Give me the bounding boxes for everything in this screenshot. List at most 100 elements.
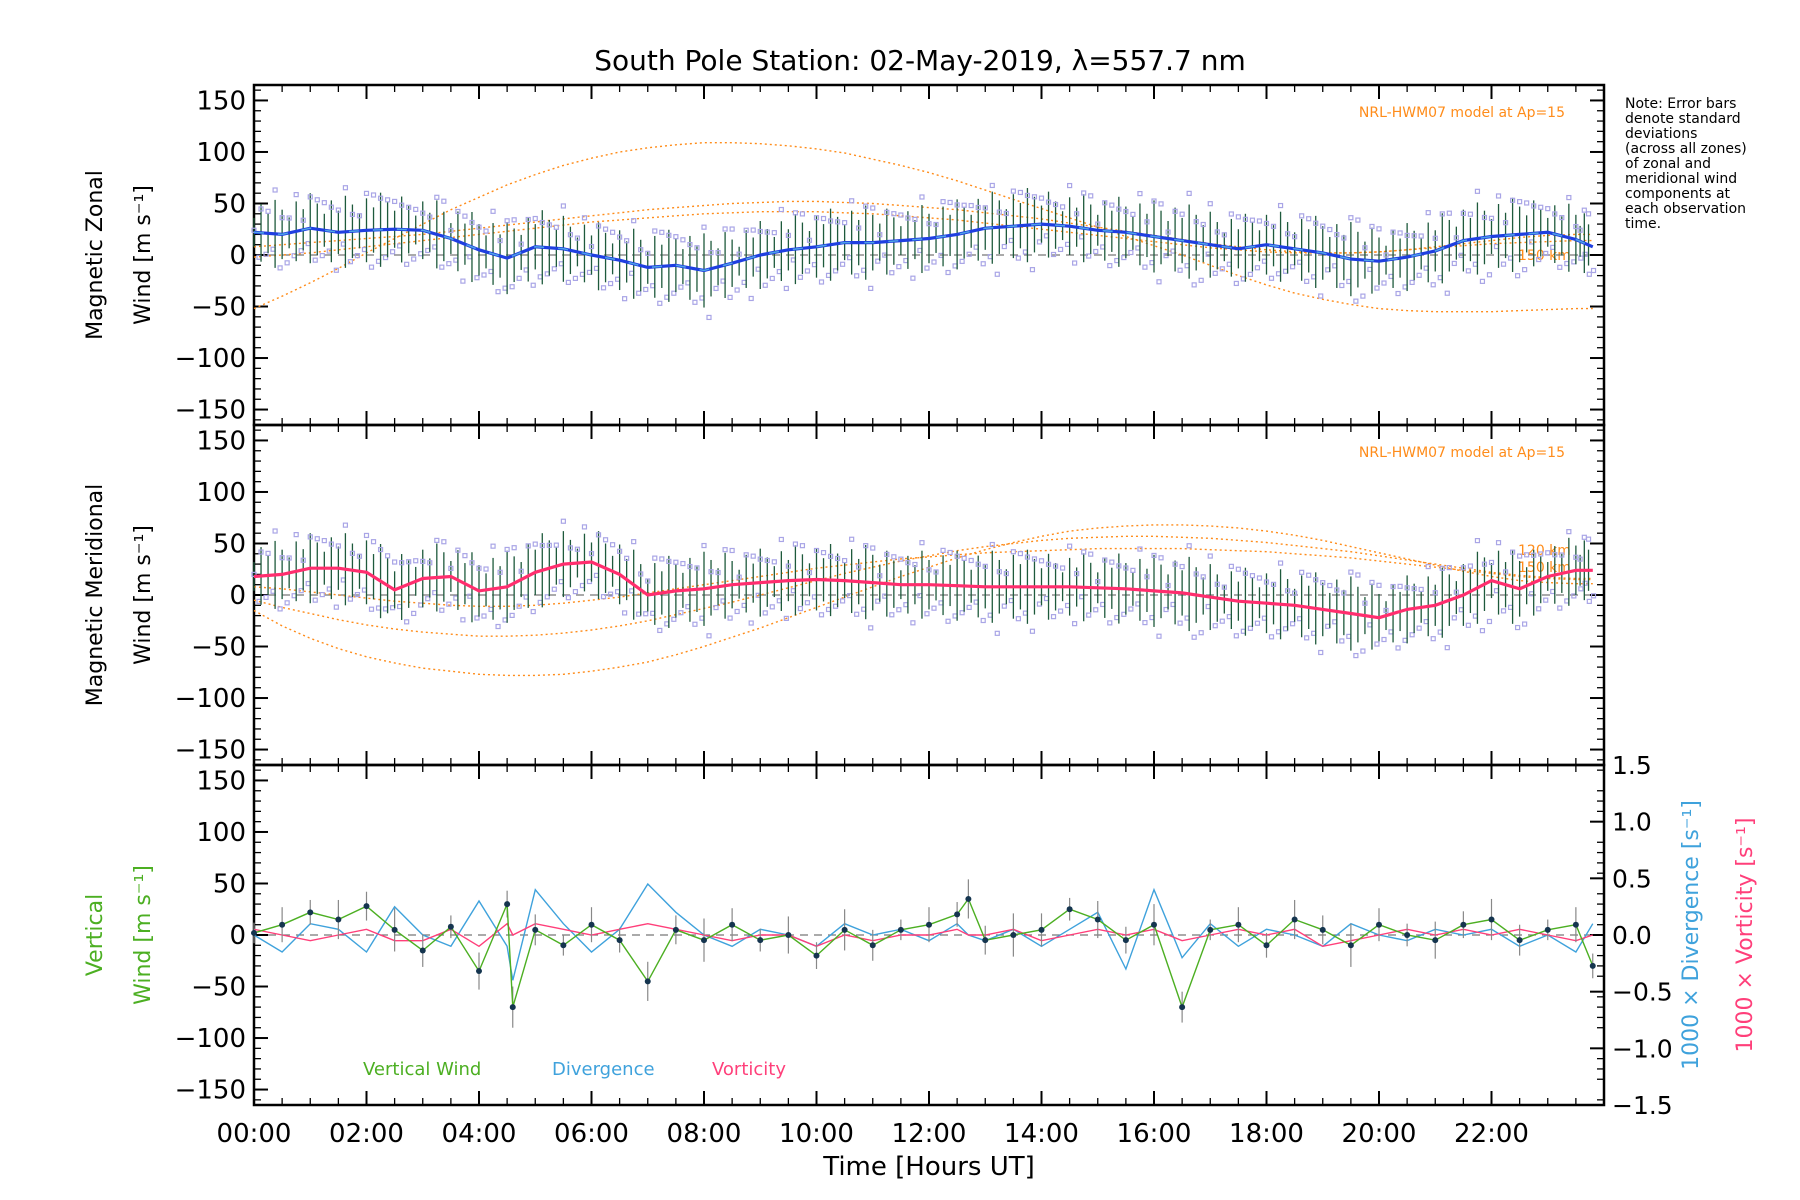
scatter-point — [1538, 551, 1544, 557]
y-tick-label: 150 — [196, 86, 246, 116]
scatter-point — [1277, 560, 1284, 566]
scatter-point — [497, 237, 503, 244]
scatter-point — [455, 208, 461, 215]
y-tick-label: −100 — [175, 684, 246, 714]
scatter-point — [631, 539, 637, 545]
scatter-point — [933, 221, 939, 228]
scatter-point — [469, 560, 475, 566]
scatter-point — [1369, 579, 1375, 586]
scatter-point — [947, 549, 953, 556]
scatter-point — [797, 605, 804, 612]
scatter-point — [1193, 219, 1199, 225]
scatter-point — [1123, 208, 1129, 215]
scatter-point — [1360, 293, 1366, 299]
scatter-point — [778, 206, 784, 213]
scatter-point — [849, 536, 855, 542]
y-tick-label: −50 — [191, 293, 246, 323]
scatter-point — [1172, 208, 1178, 214]
scatter-point — [1474, 188, 1481, 194]
x-tick-label: 20:00 — [1342, 1119, 1417, 1149]
scatter-point — [877, 573, 883, 579]
scatter-point — [1128, 249, 1134, 256]
scatter-point — [1095, 579, 1101, 585]
scatter-point — [1010, 188, 1016, 194]
scatter-point — [1416, 272, 1422, 278]
scatter-point — [1242, 216, 1249, 222]
scatter-point — [602, 226, 609, 232]
scatter-point — [1052, 201, 1059, 208]
scatter-point — [1495, 540, 1502, 546]
scatter-point — [1156, 633, 1162, 639]
scatter-point — [769, 275, 775, 282]
scatter-point — [884, 209, 890, 215]
scatter-point — [713, 604, 719, 611]
scatter-point — [778, 536, 784, 543]
scatter-point — [539, 219, 545, 226]
scatter-point — [1107, 620, 1113, 626]
plot-layer: 150100500−50−100−150150100500−50−100−150… — [175, 85, 1673, 1149]
scatter-point — [820, 550, 827, 556]
scatter-point — [1381, 280, 1387, 286]
scatter-point — [624, 555, 630, 561]
scatter-point — [1451, 260, 1457, 267]
scatter-point — [1001, 603, 1007, 609]
scatter-point — [1247, 625, 1254, 631]
scatter-point — [706, 633, 712, 639]
scatter-point — [420, 558, 426, 565]
scatter-point — [413, 206, 419, 213]
scatter-point — [1360, 648, 1366, 654]
scatter-point — [659, 556, 665, 562]
vertical-wind-point — [869, 942, 876, 949]
scatter-point — [1381, 636, 1387, 643]
scatter-point — [1256, 575, 1263, 581]
scatter-point — [1531, 203, 1537, 209]
scatter-point — [624, 238, 630, 244]
scatter-point — [404, 619, 410, 625]
scatter-point — [994, 630, 1000, 636]
scatter-point — [671, 616, 677, 622]
vertical-wind-point — [1544, 926, 1551, 933]
scatter-point — [1137, 190, 1143, 197]
scatter-point — [354, 253, 361, 259]
x-tick-label: 22:00 — [1454, 1119, 1529, 1149]
scatter-point — [750, 553, 756, 559]
scatter-point — [1221, 232, 1227, 238]
scatter-point — [609, 542, 616, 548]
scatter-point — [1586, 598, 1592, 604]
scatter-point — [713, 285, 719, 292]
scatter-point — [1284, 231, 1291, 237]
scatter-point — [1341, 235, 1347, 241]
y-tick-label: −150 — [175, 1076, 246, 1106]
scatter-point — [425, 596, 431, 602]
scatter-point — [1432, 235, 1438, 241]
scatter-point — [434, 537, 440, 543]
scatter-point — [727, 615, 733, 621]
scatter-point — [961, 202, 967, 208]
scatter-point — [321, 537, 327, 544]
note-line: components at — [1625, 186, 1731, 202]
note-line: deviations — [1625, 126, 1697, 142]
scatter-point — [785, 563, 791, 569]
scatter-point — [1334, 232, 1340, 238]
zonal-ylabel-line2: Wind [m s⁻¹] — [131, 185, 156, 325]
scatter-point — [931, 605, 937, 611]
scatter-point — [474, 275, 480, 281]
scatter-point — [581, 524, 588, 530]
x-tick-label: 04:00 — [442, 1119, 517, 1149]
note-line: each observation — [1625, 201, 1746, 217]
vorticity-ylabel: 1000 × Vorticity [s⁻¹] — [1733, 818, 1758, 1053]
scatter-point — [638, 247, 644, 253]
scatter-point — [652, 228, 658, 234]
scatter-point — [516, 603, 522, 609]
scatter-point — [356, 553, 363, 559]
scatter-point — [1509, 197, 1516, 203]
scatter-point — [532, 215, 538, 222]
y-tick-label: 100 — [196, 478, 246, 508]
scatter-point — [678, 284, 684, 290]
scatter-point — [1191, 282, 1197, 288]
vertical-wind-point — [251, 929, 257, 936]
scatter-point — [312, 597, 318, 603]
scatter-point — [446, 601, 452, 607]
scatter-point — [687, 563, 693, 570]
note-line: of zonal and — [1625, 156, 1711, 172]
